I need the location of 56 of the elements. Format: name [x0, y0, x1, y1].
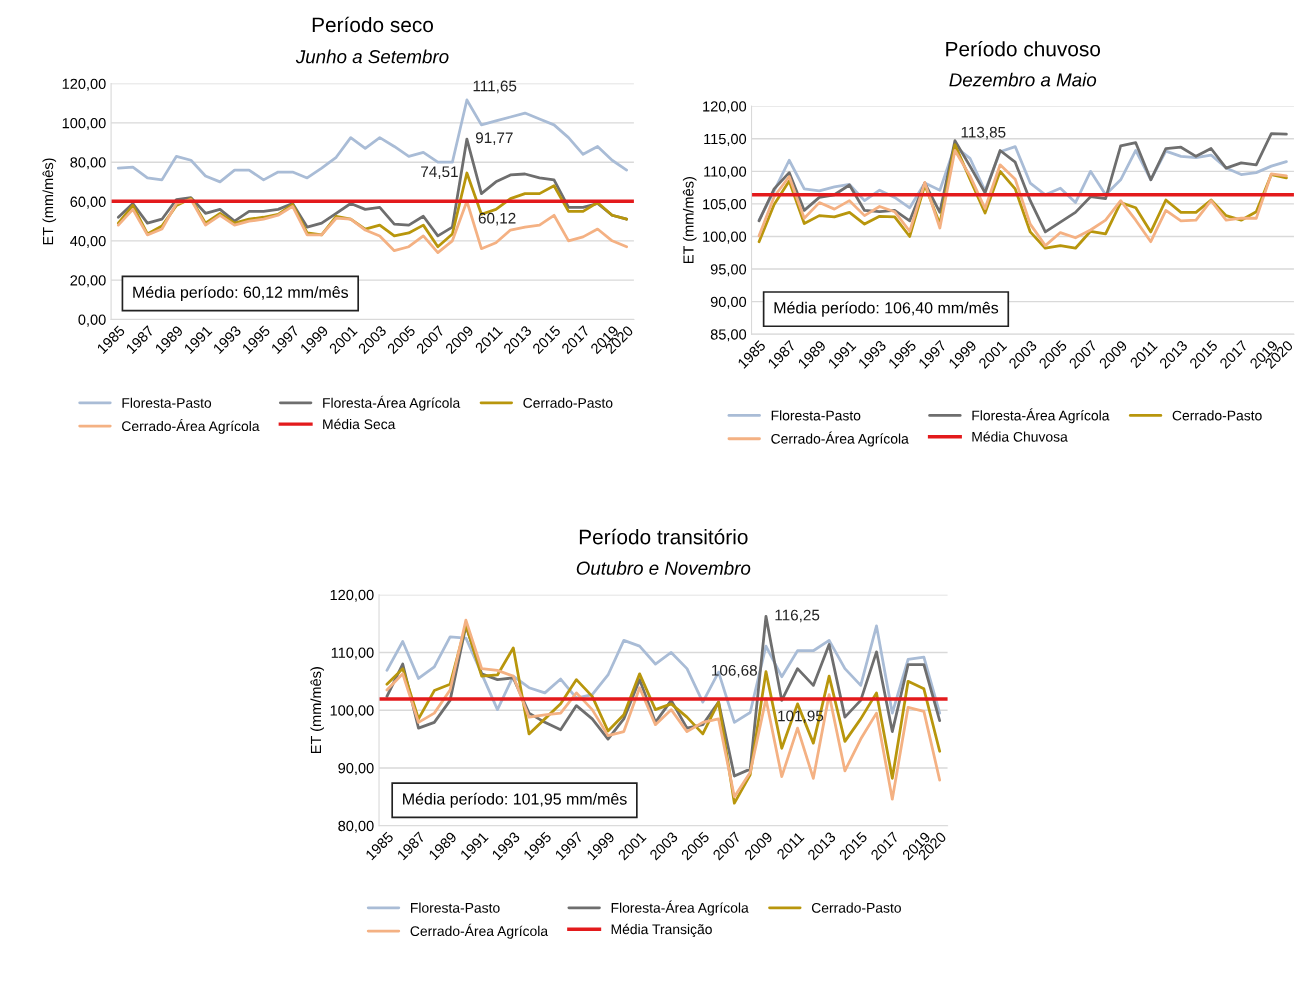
- y-tick-label: 110,00: [331, 647, 374, 660]
- chart-title: Período seco: [312, 16, 434, 33]
- legend-label: Média Chuvosa: [972, 431, 1068, 442]
- legend-label: Média Transição: [611, 923, 712, 938]
- line-series: [116, 98, 629, 184]
- y-tick-label: 100,00: [330, 705, 374, 718]
- data-label: 116,25: [775, 609, 820, 623]
- y-tick-label: 80,00: [338, 820, 374, 833]
- annotation: Média período: 106,40 mm/mês: [774, 301, 999, 317]
- y-tick-label: 105,00: [703, 199, 747, 212]
- y-tick-label: 20,00: [70, 275, 106, 288]
- legend-label: Cerrado-Pasto: [811, 902, 901, 913]
- y-tick-label: 120,00: [62, 78, 106, 91]
- legend-label: Floresta-Área Agrícola: [972, 408, 1110, 424]
- y-tick-label: 85,00: [710, 329, 747, 342]
- legend-label: Cerrado-Área Agrícola: [410, 923, 549, 939]
- y-tick-label: 90,00: [338, 763, 374, 776]
- legend-label: Média Seca: [323, 418, 396, 430]
- annotation: Média período: 101,95 mm/mês: [403, 792, 627, 808]
- y-axis-title: ET (mm/mês): [310, 667, 325, 754]
- y-tick-label: 95,00: [710, 264, 747, 277]
- y-tick-label: 115,00: [704, 133, 747, 146]
- legend-label: Cerrado-Área Agrícola: [771, 431, 909, 447]
- chart-subtitle: Outubro e Novembro: [576, 561, 751, 575]
- y-tick-label: 100,00: [62, 117, 106, 131]
- legend-label: Floresta-Área Agrícola: [323, 395, 461, 411]
- legend-label: Cerrado-Pasto: [523, 397, 613, 408]
- y-tick-label: 90,00: [710, 296, 747, 309]
- y-tick-label: 110,00: [704, 166, 747, 179]
- chart-subtitle: Dezembro a Maio: [949, 72, 1097, 87]
- y-tick-label: 100,00: [703, 231, 747, 244]
- data-label: 74,51: [421, 166, 458, 179]
- y-tick-label: 0,00: [78, 314, 106, 327]
- legend-label: Floresta-Pasto: [122, 397, 212, 408]
- chart-title: Período transitório: [579, 528, 748, 545]
- y-axis-title: ET (mm/mês): [682, 177, 697, 264]
- legend-label: Floresta-Área Agrícola: [611, 900, 749, 916]
- chart-subtitle: Junho a Setembro: [295, 49, 449, 64]
- legend-label: Cerrado-Pasto: [1172, 410, 1262, 421]
- data-label: 111,65: [473, 80, 517, 94]
- y-tick-label: 120,00: [703, 101, 747, 114]
- legend-label: Cerrado-Área Agrícola: [122, 418, 260, 434]
- legend-label: Floresta-Pasto: [771, 410, 861, 421]
- legend-label: Floresta-Pasto: [411, 902, 500, 913]
- data-label: 106,68: [712, 664, 757, 678]
- annotation: Média período: 60,12 mm/mês: [133, 285, 349, 302]
- line-series: [116, 198, 629, 255]
- data-label: 60,12: [478, 212, 516, 226]
- y-tick-label: 80,00: [70, 157, 106, 170]
- y-tick-label: 120,00: [330, 589, 374, 602]
- data-label: 91,77: [475, 132, 513, 145]
- chart-title: Período chuvoso: [946, 40, 1101, 57]
- y-axis-title: ET (mm/mês): [42, 158, 57, 245]
- y-tick-label: 40,00: [70, 235, 106, 248]
- y-tick-label: 60,00: [70, 196, 106, 209]
- data-label: 113,85: [961, 126, 1006, 140]
